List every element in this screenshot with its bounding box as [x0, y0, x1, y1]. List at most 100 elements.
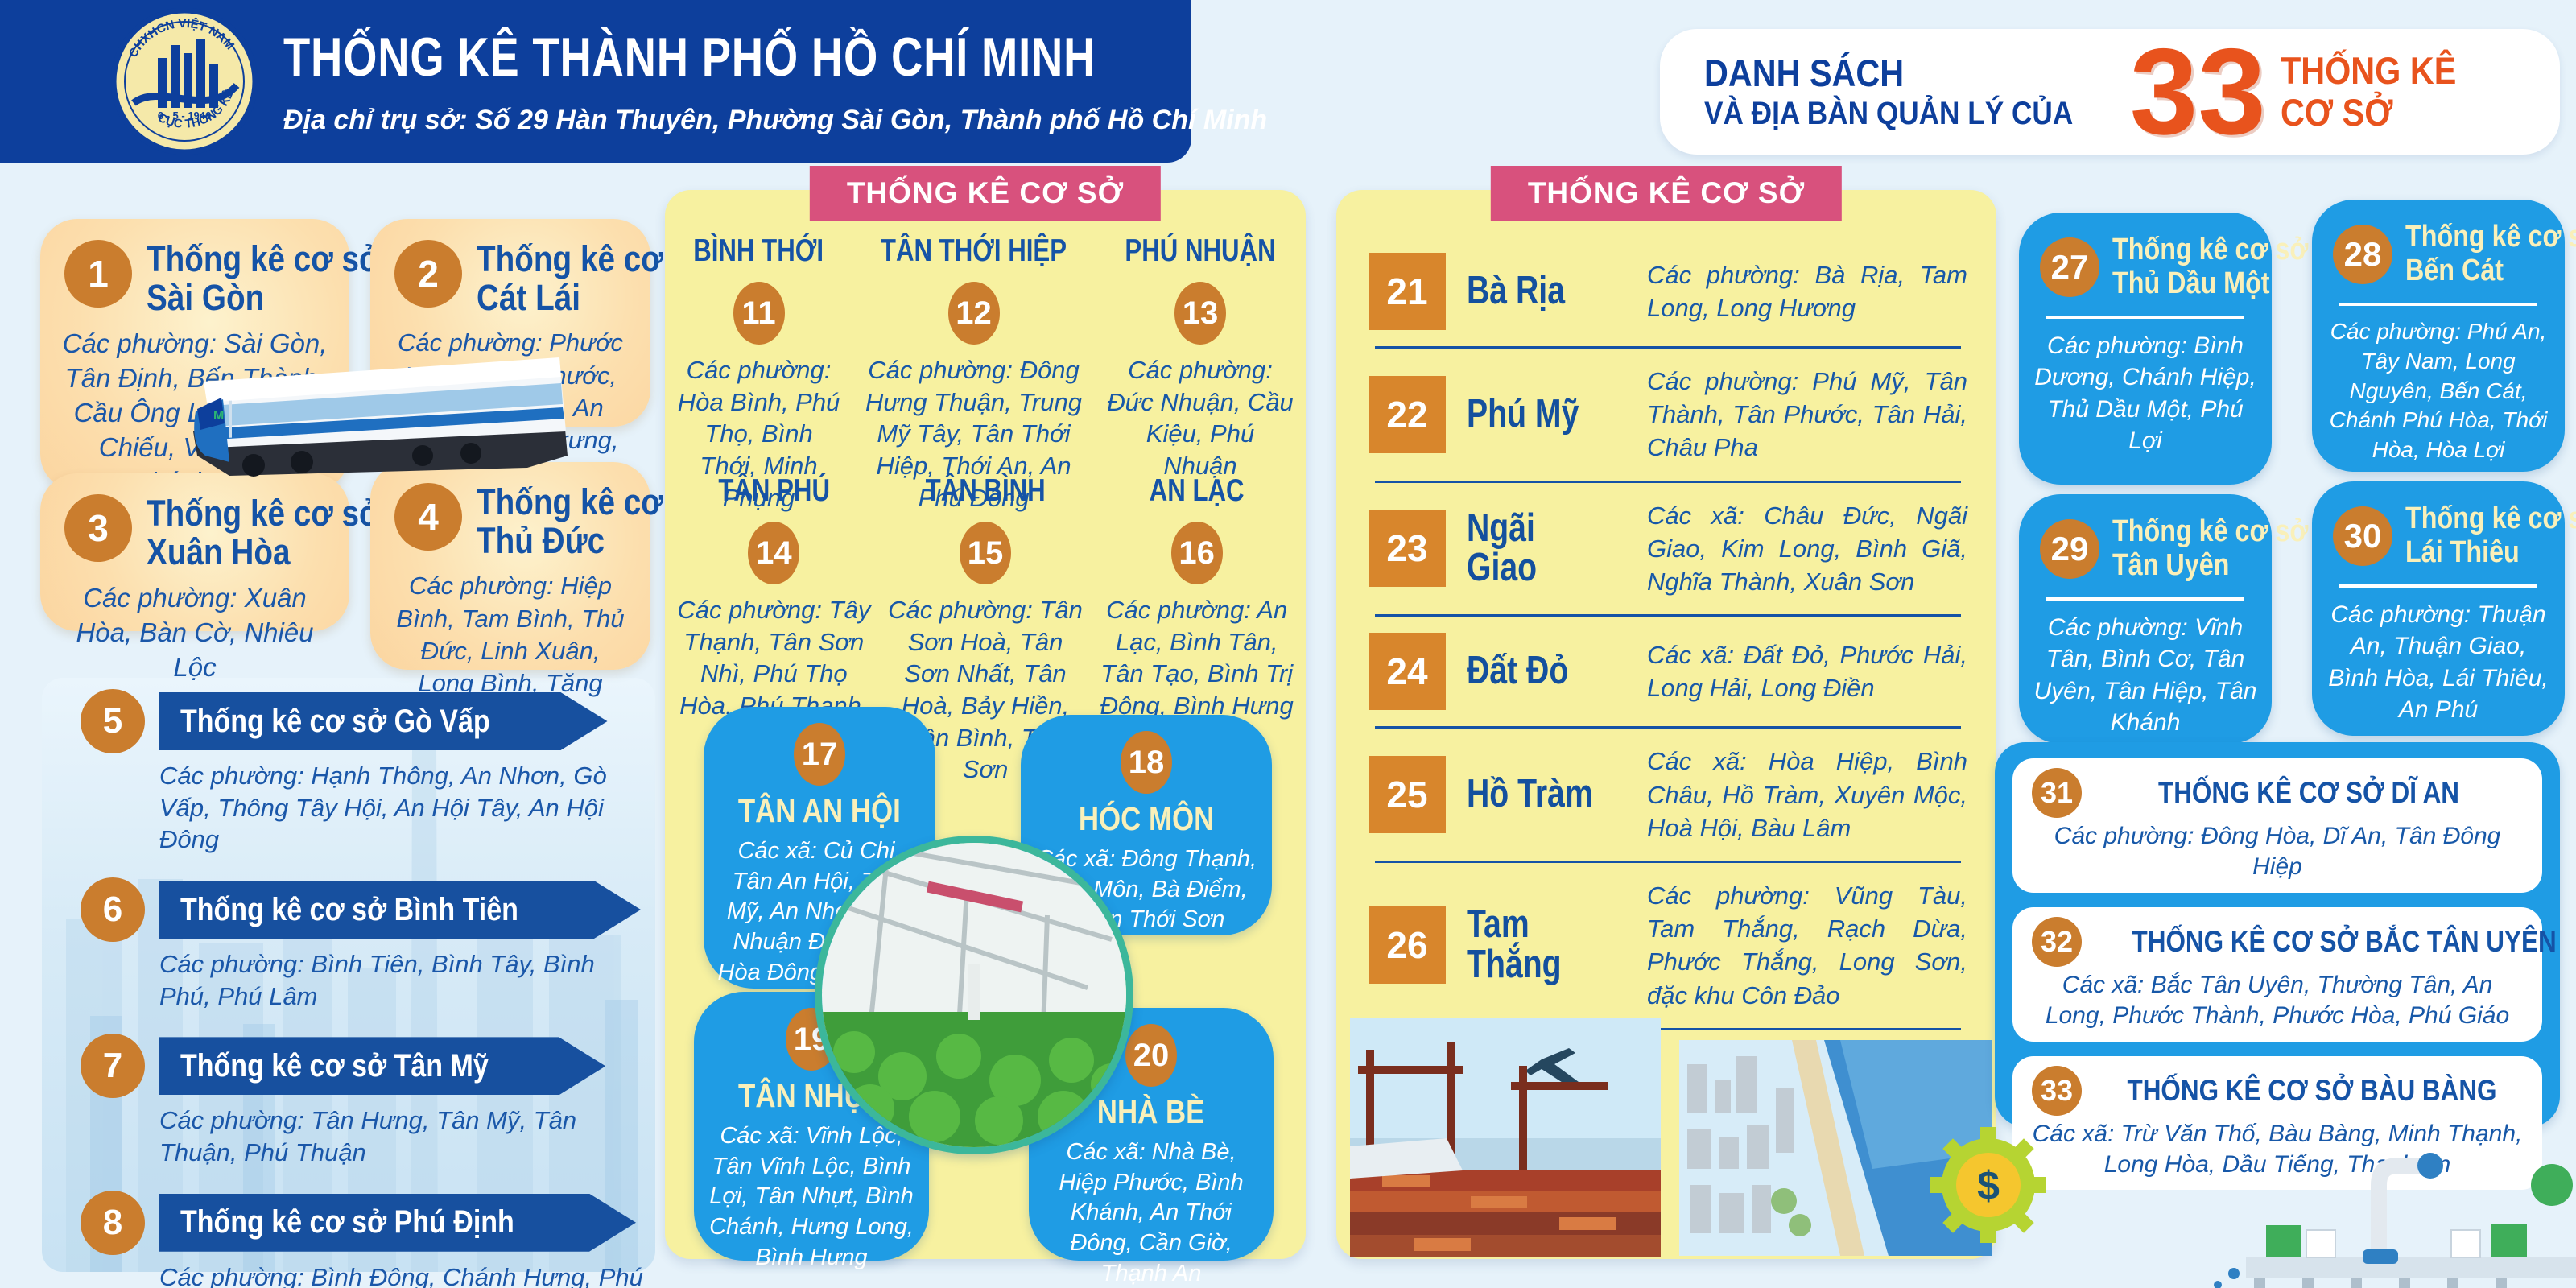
row-divider	[1375, 726, 1961, 729]
facility-wards: Các phường: Xuân Hòa, Bàn Cờ, Nhiêu Lộc	[76, 583, 314, 683]
facility-title-text: THỐNG KÊ CƠ SỞ DĨ AN	[2158, 776, 2459, 809]
facility-name: Hồ Tràm	[1467, 772, 1593, 816]
facility-wards: Các phường: Vĩnh Tân, Bình Cơ, Tân Uyên,…	[2033, 613, 2257, 737]
bar-row: 5 Thống kê cơ sở Gò Vấp	[80, 689, 676, 753]
facility-title-name: Tân Uyên	[2112, 547, 2230, 582]
facility-count: 33	[2129, 23, 2266, 160]
facility-communes: Các xã: Trừ Văn Thố, Bàu Bàng, Minh Thạn…	[2032, 1120, 2523, 1178]
facility-title-text: THỐNG KÊ CƠ SỞ BẮC TÂN UYÊN	[2132, 924, 2557, 958]
facility-wards: Các phường: Bà Rịa, Tam Long, Long Hương	[1647, 260, 1967, 322]
svg-text:$: $	[1977, 1163, 2000, 1208]
facility-title-prefix: Thống kê cơ sở	[2405, 220, 2576, 254]
card-head: 3 Thống kê cơ sở Xuân Hòa	[40, 473, 382, 572]
facility-wards: Các phường: Đức Nhuận, Cầu Kiệu, Phú Nhu…	[1107, 356, 1294, 481]
item-number-badge: 8	[80, 1190, 145, 1255]
facility-row-25: 25 Hồ Tràm Các xã: Hòa Hiệp, Bình Châu, …	[1368, 729, 1967, 861]
facility-wards: Các phường: Vũng Tàu, Tam Thắng, Rạch Dừ…	[1647, 881, 1967, 1009]
facility-bar-7: 7 Thống kê cơ sở Tân Mỹ Các phường: Tân …	[80, 1034, 676, 1168]
facility-title-text: THỐNG KÊ CƠ SỞ BÀU BÀNG	[2127, 1073, 2497, 1107]
facility-bar-label: Thống kê cơ sở Bình Tiên	[180, 891, 518, 927]
facility-communes: Các xã: Hòa Hiệp, Bình Châu, Hồ Tràm, Xu…	[1647, 747, 1967, 842]
facility-wards: Các phường: Phú An, Tây Nam, Long Nguyên…	[2329, 318, 2548, 463]
row-divider	[1375, 346, 1961, 349]
facility-card-28: 28 Thống kê cơ sở Bến Cát Các phường: Ph…	[2312, 200, 2576, 472]
facility-wards: Các phường: Đông Hòa, Dĩ An, Tân Đông Hi…	[2054, 823, 2501, 881]
facility-wards: Các phường: Tân Hưng, Tân Mỹ, Tân Thuận,…	[159, 1106, 577, 1167]
facility-wards: Các phường: Bình Đông, Chánh Hưng, Phú Đ…	[159, 1262, 643, 1288]
facility-wards: Các phường: Hòa Bình, Phú Thọ, Bình Thới…	[677, 356, 840, 512]
bar-row: 8 Thống kê cơ sở Phú Định	[80, 1190, 676, 1255]
bar-row: 6 Thống kê cơ sở Bình Tiên	[80, 877, 676, 943]
item-number-badge: 4	[394, 483, 462, 551]
facility-title-name: Thủ Dầu Một	[2112, 266, 2270, 300]
facility-grid-row1: BÌNH THỚI 11 Các phường: Hòa Bình, Phú T…	[668, 233, 1302, 514]
row-divider	[1375, 480, 1961, 483]
row-divider	[1375, 860, 1961, 863]
facility-name: Bà Rịa	[1467, 269, 1566, 313]
facility-row-26: 26 Tam Thắng Các phường: Vũng Tàu, Tam T…	[1368, 863, 1967, 1028]
facility-title: Thống kê cơ sở Thủ Dầu Một	[2112, 233, 2308, 301]
facility-title-name: Cát Lái	[477, 277, 581, 319]
facility-name: TÂN BÌNH	[925, 473, 1046, 508]
facility-card-27: 27 Thống kê cơ sở Thủ Dầu Một Các phường…	[2019, 213, 2308, 485]
facility-row-23: 23 Ngãi Giao Các xã: Châu Đức, Ngãi Giao…	[1368, 483, 1967, 615]
card-divider	[2046, 315, 2244, 319]
item-number-badge: 6	[80, 877, 145, 943]
card-head: 27 Thống kê cơ sở Thủ Dầu Một	[2019, 213, 2308, 301]
item-number-badge: 27	[2040, 237, 2099, 297]
item-number-badge: 14	[748, 522, 800, 584]
facility-name: AN LẠC	[1149, 473, 1245, 508]
facility-wards: Các phường: Phú Mỹ, Tân Thành, Tân Phước…	[1647, 367, 1967, 462]
greenhouse-photo	[815, 836, 1133, 1154]
facility-name: Đất Đỏ	[1467, 649, 1569, 693]
factory-automation-illustration: $	[1930, 1127, 2576, 1288]
banner-tail-line1: THỐNG KÊ	[2280, 49, 2457, 93]
item-number-badge: 26	[1368, 906, 1446, 985]
facility-wards: Các phường: An Lạc, Bình Tân, Tân Tạo, B…	[1100, 596, 1294, 752]
list-banner: DANH SÁCH VÀ ĐỊA BÀN QUẢN LÝ CỦA 33 THỐN…	[1660, 29, 2560, 155]
facility-bar: Thống kê cơ sở Gò Vấp	[159, 692, 608, 750]
facility-bar-label: Thống kê cơ sở Phú Định	[180, 1204, 514, 1241]
item-number-badge: 11	[733, 282, 785, 345]
card-divider	[2339, 584, 2537, 588]
card-head: 32 THỐNG KÊ CƠ SỞ BẮC TÂN UYÊN	[2032, 916, 2557, 967]
facility-title-name: Lái Thiêu	[2405, 535, 2520, 569]
facility-title-prefix: Thống kê cơ sở	[147, 238, 382, 279]
facility-wards: Các phường: Hạnh Thông, An Nhơn, Gò Vấp,…	[159, 762, 607, 854]
banner-caption: DANH SÁCH VÀ ĐỊA BÀN QUẢN LÝ CỦA	[1704, 52, 2073, 132]
banner-tail: THỐNG KÊ CƠ SỞ	[2281, 50, 2456, 133]
greenhouse-illustration	[822, 843, 1126, 1147]
facility-name: Ngãi Giao	[1467, 506, 1538, 590]
facility-card-31: 31 THỐNG KÊ CƠ SỞ DĨ AN Các phường: Đông…	[2013, 758, 2542, 893]
item-number-badge: 21	[1368, 253, 1446, 330]
item-number-badge: 28	[2333, 224, 2392, 284]
facility-name: TÂN AN HỘI	[737, 792, 901, 829]
facility-card-3: 3 Thống kê cơ sở Xuân Hòa Các phường: Xu…	[40, 473, 382, 682]
facility-communes: Các xã: Vĩnh Lộc, Tân Vĩnh Lộc, Bình Lợi…	[709, 1123, 914, 1270]
facility-row-22: 22 Phú Mỹ Các phường: Phú Mỹ, Tân Thành,…	[1368, 349, 1967, 481]
facility-title-name: Xuân Hòa	[147, 531, 291, 573]
facility-card-33: 33 THỐNG KÊ CƠ SỞ BÀU BÀNG Các xã: Trừ V…	[2013, 1055, 2542, 1191]
item-number-badge: 30	[2333, 506, 2392, 566]
facility-name: BÌNH THỚI	[693, 233, 824, 268]
office-address: Địa chỉ trụ sở: Số 29 Hàn Thuyên, Phường…	[283, 105, 1268, 135]
facility-name: PHÚ NHUẬN	[1125, 233, 1276, 268]
item-number-badge: 13	[1174, 282, 1226, 345]
svg-text:6 - 5 - 1946: 6 - 5 - 1946	[158, 109, 212, 122]
facility-name: Tam Thắng	[1467, 902, 1562, 987]
facility-wards: Các phường: Bình Tiên, Bình Tây, Bình Ph…	[159, 950, 595, 1010]
facility-title-prefix: Thống kê cơ sở	[2405, 502, 2576, 535]
facility-bar-label: Thống kê cơ sở Tân Mỹ	[180, 1047, 489, 1084]
item-number-badge: 33	[2032, 1065, 2082, 1116]
facility-15: TÂN BÌNH 15 Các phường: Tân Sơn Hoà, Tân…	[880, 473, 1092, 786]
facility-row-21: 21 Bà Rịa Các phường: Bà Rịa, Tam Long, …	[1368, 237, 1967, 346]
card-head: 2 Thống kê cơ sở Cát Lái	[370, 219, 712, 317]
item-number-badge: 18	[1121, 731, 1172, 794]
facility-wards: Các phường: Đông Hưng Thuận, Trung Mỹ Tâ…	[865, 356, 1082, 512]
facility-title: Thống kê cơ sở Tân Uyên	[2112, 514, 2308, 583]
panel-eastern-facilities: THỐNG KÊ CƠ SỞ 21 Bà Rịa Các phường: Bà …	[1336, 166, 1996, 1259]
item-number-badge: 23	[1368, 510, 1446, 588]
panel-tab: THỐNG KÊ CƠ SỞ	[1490, 166, 1843, 221]
facility-12: TÂN THỚI HIỆP 12 Các phường: Đông Hưng T…	[849, 233, 1098, 514]
